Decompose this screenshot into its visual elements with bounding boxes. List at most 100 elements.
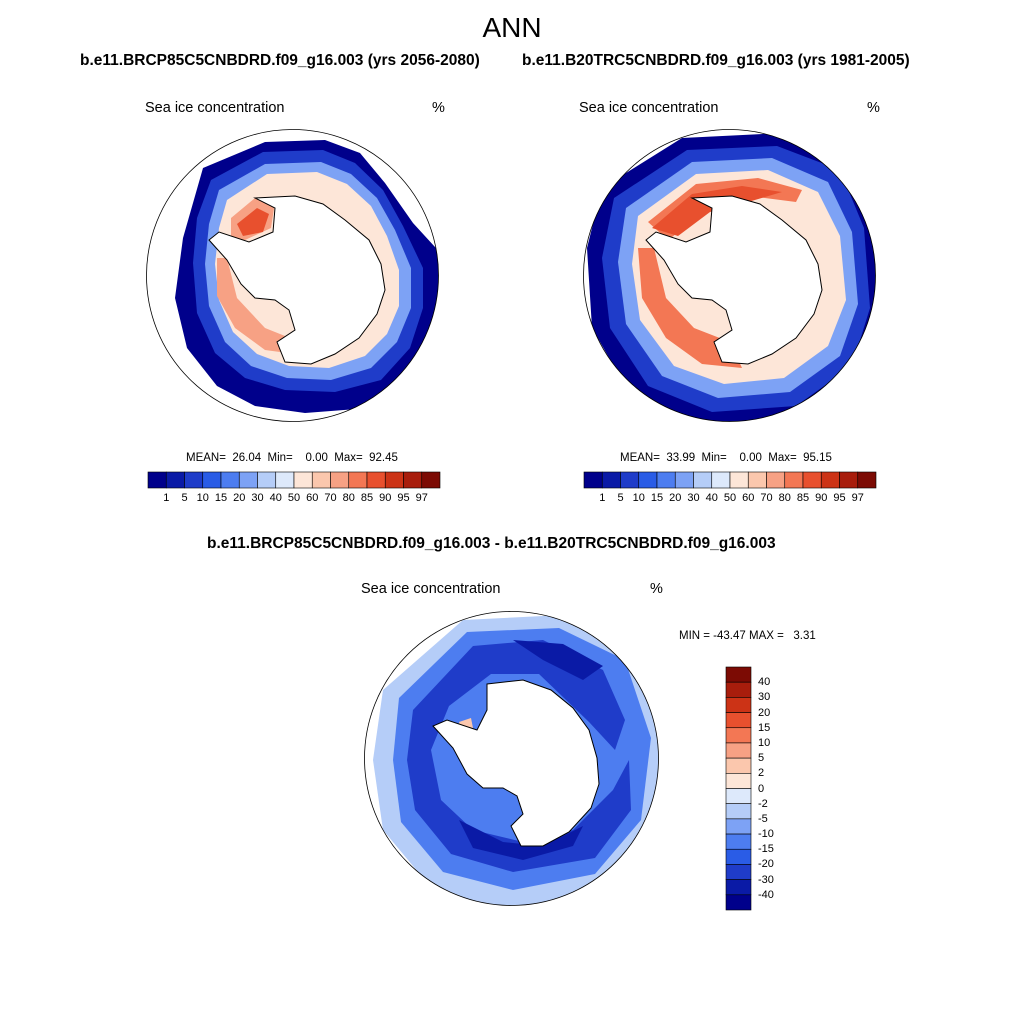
diff-unit-label: % (650, 581, 663, 597)
right-colorbar-swatch (693, 471, 713, 489)
right-colorbar-tick-label: 80 (778, 492, 791, 504)
diff-stats: MIN = -43.47 MAX = 3.31 (679, 630, 816, 642)
left-colorbar-swatch (165, 471, 185, 489)
diff-colorbar-tick-label: -30 (758, 873, 774, 886)
left-ice-band-5 (217, 198, 295, 354)
left-colorbar-swatch (348, 471, 368, 489)
left-colorbar-tick-label: 80 (342, 492, 355, 504)
right-colorbar-swatch (674, 471, 694, 489)
diff-colorbar-swatch (725, 757, 752, 774)
diff-colorbar-swatch (725, 864, 752, 880)
diff-colorbar-swatch (725, 712, 752, 729)
diff-colorbar-tick-label: 30 (758, 691, 771, 704)
left-colorbar-tick-label: 10 (196, 492, 209, 504)
right-colorbar-tick-label: 10 (632, 492, 645, 504)
diff-colorbar-tick-label: 15 (758, 721, 771, 734)
left-colorbar-tick-label: 70 (324, 492, 337, 504)
left-colorbar (147, 471, 441, 489)
right-colorbar-swatch (747, 471, 767, 489)
left-colorbar-tick-label: 95 (397, 492, 410, 504)
diff-colorbar-tick-label: 5 (758, 752, 765, 765)
left-colorbar-tick-label: 85 (360, 492, 374, 504)
right-colorbar-tick-label: 5 (617, 492, 624, 504)
diff-colorbar-swatch (725, 727, 752, 744)
right-colorbar-tick-label: 97 (851, 492, 864, 504)
right-colorbar-swatch (711, 471, 731, 489)
right-colorbar-tick-label: 50 (723, 492, 737, 504)
diff-run-title: b.e11.BRCP85C5CNBDRD.f09_g16.003 - b.e11… (207, 535, 776, 552)
right-colorbar-swatch (729, 471, 749, 489)
right-colorbar-swatch (656, 471, 676, 489)
left-colorbar-tick-label: 60 (306, 492, 319, 504)
right-stats: MEAN= 33.99 Min= 0.00 Max= 95.15 (620, 452, 832, 464)
left-colorbar-swatch (293, 471, 313, 489)
left-colorbar-swatch (220, 471, 240, 489)
figure-title: ANN (482, 12, 542, 43)
right-colorbar-tick-label: 1 (599, 492, 606, 504)
right-antarctica (645, 195, 823, 365)
left-colorbar-swatch (330, 471, 350, 489)
right-colorbar-tick-label: 40 (705, 492, 718, 504)
diff-colorbar-tick-label: -5 (758, 812, 768, 825)
right-colorbar-tick-label: 90 (815, 492, 828, 504)
diff-colorbar-swatch (725, 803, 752, 820)
right-ice-band-6 (652, 186, 782, 236)
diff-colorbar-swatch (725, 894, 752, 911)
diff-colorbar-swatch (725, 879, 752, 896)
left-colorbar-swatch (366, 471, 386, 489)
left-stats: MEAN= 26.04 Min= 0.00 Max= 92.45 (186, 452, 398, 464)
right-colorbar-swatch (620, 471, 640, 489)
left-colorbar-swatch (184, 471, 204, 489)
right-colorbar-swatch (784, 471, 804, 489)
diff-colorbar-tick-label: -20 (758, 858, 774, 871)
diff-variable-label: Sea ice concentration (361, 581, 501, 597)
right-variable-label: Sea ice concentration (579, 100, 719, 116)
diff-colorbar-tick-label: -10 (758, 828, 774, 841)
right-colorbar (583, 471, 877, 489)
left-colorbar-tick-label: 15 (214, 492, 228, 504)
diff-colorbar-tick-label: 40 (758, 676, 771, 689)
right-colorbar-tick-label: 70 (760, 492, 773, 504)
left-colorbar-swatch (403, 471, 423, 489)
right-unit-label: % (867, 100, 880, 116)
diff-band-strong (407, 640, 631, 872)
right-colorbar-tick-label: 30 (687, 492, 700, 504)
diff-colorbar-swatch (725, 833, 752, 850)
diff-band-deep (459, 640, 603, 860)
left-colorbar-labels: 1 5 10 15 20 30 40 50 60 70 80 85 90 95 97 (148, 492, 440, 506)
right-colorbar-swatch (857, 471, 877, 489)
left-run-title: b.e11.BRCP85C5CNBDRD.f09_g16.003 (yrs 20… (80, 52, 480, 69)
right-colorbar-swatch (839, 471, 859, 489)
diff-colorbar-swatch (725, 742, 752, 759)
right-polar-map (583, 129, 876, 422)
left-unit-label: % (432, 100, 445, 116)
right-run-title: b.e11.B20TRC5CNBDRD.f09_g16.003 (yrs 198… (522, 52, 910, 69)
diff-colorbar-swatch (725, 818, 752, 835)
diff-colorbar-tick-label: -2 (758, 797, 768, 810)
left-colorbar-swatch (275, 471, 295, 489)
diff-colorbar-labels: 40 30 20 15 10 5 2 0 -2 -5 -10 -15 -20 -30 -40 (758, 667, 808, 910)
diff-colorbar-swatch (725, 848, 752, 865)
diff-colorbar-swatch (725, 697, 752, 713)
left-colorbar-swatch (421, 471, 441, 489)
diff-colorbar-tick-label: -15 (758, 843, 774, 856)
left-colorbar-tick-label: 1 (163, 492, 170, 504)
left-colorbar-tick-label: 97 (415, 492, 428, 504)
diff-colorbar-tick-label: 20 (758, 706, 771, 719)
right-colorbar-tick-label: 85 (796, 492, 810, 504)
left-ice-band-6 (237, 208, 269, 236)
left-colorbar-swatch (311, 471, 331, 489)
left-colorbar-tick-label: 20 (233, 492, 246, 504)
diff-colorbar-tick-label: 0 (758, 782, 765, 795)
diff-colorbar-swatch (725, 681, 752, 698)
left-colorbar-swatch (202, 471, 222, 489)
diff-antarctica (432, 679, 600, 847)
left-colorbar-swatch (257, 471, 277, 489)
right-colorbar-tick-label: 20 (669, 492, 682, 504)
diff-colorbar-swatch (725, 666, 752, 683)
left-colorbar-swatch (238, 471, 258, 489)
right-colorbar-tick-label: 60 (742, 492, 755, 504)
diff-polar-map (364, 611, 659, 906)
diff-colorbar-swatch (725, 788, 752, 804)
right-colorbar-tick-label: 15 (650, 492, 664, 504)
